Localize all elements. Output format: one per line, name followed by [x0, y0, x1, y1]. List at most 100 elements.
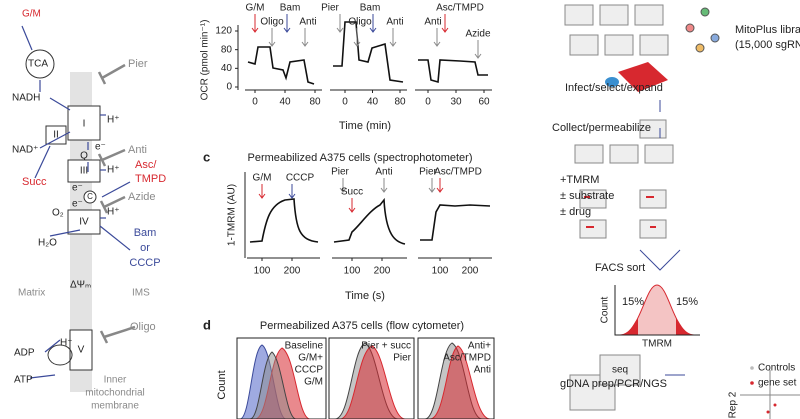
- panel-frame: [236, 337, 327, 419]
- tick-label: 60: [478, 97, 490, 108]
- tca-cycle: [25, 49, 55, 79]
- annotation: Bam: [280, 3, 301, 14]
- arrow: [433, 28, 441, 47]
- annotation: Anti: [375, 167, 392, 178]
- label: e⁻: [95, 142, 106, 153]
- label: Asc/: [135, 159, 157, 171]
- complex-box: [67, 105, 101, 141]
- label: C: [87, 192, 93, 201]
- tick-label: 100: [254, 266, 271, 277]
- legend-entry: Pier + succ: [361, 341, 411, 352]
- legend-entry: CCCP: [295, 365, 324, 376]
- label: (15,000 sgRNAs): [735, 39, 800, 51]
- complex-box: [67, 209, 101, 235]
- label: 15%: [622, 296, 644, 308]
- arrow: [441, 14, 449, 33]
- tick-label: 100: [432, 266, 449, 277]
- label: IMS: [132, 288, 150, 299]
- tick-label: 40: [221, 63, 233, 74]
- label: Anti: [128, 144, 147, 156]
- annotation: Pier: [331, 167, 349, 178]
- label: ± substrate: [560, 190, 614, 202]
- tick-label: 30: [450, 97, 462, 108]
- label: Q: [80, 151, 88, 162]
- inhibitor-lines: [97, 63, 136, 344]
- arrow: [436, 178, 444, 193]
- label: III: [80, 166, 88, 177]
- label: II: [53, 130, 59, 141]
- annotation: Oligo: [348, 17, 372, 28]
- annotation: Anti: [424, 17, 441, 28]
- trace: [249, 198, 319, 243]
- label: CCCP: [129, 257, 160, 269]
- panel-title: Permeabilized A375 cells (flow cytometer…: [260, 320, 464, 332]
- tick-label: 80: [394, 97, 406, 108]
- label: e⁻: [72, 183, 83, 194]
- label: gDNA prep/PCR/NGS: [560, 378, 667, 390]
- axis-label: Time (min): [339, 120, 391, 132]
- axis-label: Count: [216, 370, 228, 399]
- label: Collect/permeabilize: [552, 122, 651, 134]
- trace: [420, 204, 491, 241]
- panel-frame: [417, 337, 495, 419]
- panel-label: d: [203, 317, 211, 332]
- legend-entry: Asc/TMPD: [443, 353, 491, 364]
- legend-entry: Baseline: [285, 341, 324, 352]
- label: TMPD: [135, 173, 166, 185]
- label: NADH: [12, 93, 40, 104]
- label: I: [83, 119, 86, 130]
- label: TMRM: [642, 339, 672, 350]
- trace: [333, 197, 406, 245]
- annotation: Oligo: [260, 17, 284, 28]
- tick-label: 40: [279, 97, 291, 108]
- trace: [333, 21, 404, 83]
- legend-entry: G/M+: [298, 353, 323, 364]
- tick-label: 100: [344, 266, 361, 277]
- label: MitoPlus library: [735, 24, 800, 36]
- tick-label: 0: [342, 97, 348, 108]
- label: H₂O: [38, 238, 57, 249]
- annotation: Asc/TMPD: [436, 3, 484, 14]
- tick-label: 40: [367, 97, 379, 108]
- label: Inner: [104, 375, 127, 386]
- label: membrane: [91, 401, 139, 412]
- label: ATP: [14, 375, 33, 386]
- legend-entry: Anti+: [468, 341, 491, 352]
- complex-v: [47, 329, 93, 371]
- label: NAD⁺: [12, 145, 38, 156]
- axis-label: OCR (pmol min⁻¹): [200, 20, 211, 101]
- annotation: CCCP: [286, 173, 315, 184]
- label: H⁺: [107, 115, 120, 126]
- tick-label: 0: [226, 82, 232, 93]
- label: H⁺: [107, 165, 120, 176]
- tick-label: 80: [309, 97, 321, 108]
- tick-label: 200: [374, 266, 391, 277]
- annotation: Succ: [341, 187, 363, 198]
- label: H⁺: [60, 338, 73, 349]
- label: e⁻: [72, 199, 83, 210]
- label: gene set: [758, 378, 797, 389]
- label: or: [140, 242, 150, 254]
- arrow: [428, 178, 436, 193]
- arrow: [369, 14, 377, 33]
- label: H⁺: [107, 207, 120, 218]
- complex-box: [45, 125, 67, 145]
- label: seq: [612, 365, 628, 376]
- arrow: [348, 198, 356, 213]
- label: 15%: [676, 296, 698, 308]
- legend-entry: G/M: [304, 377, 323, 388]
- trace: [418, 59, 488, 84]
- label: mitochondrial: [85, 388, 144, 399]
- label: Rep 2: [728, 391, 739, 418]
- histogram: [429, 345, 491, 419]
- tick-label: 200: [462, 266, 479, 277]
- label: IV: [79, 217, 89, 228]
- arrow: [353, 28, 361, 47]
- annotation: Anti: [386, 17, 403, 28]
- annotation: G/M: [253, 173, 272, 184]
- label: +TMRM: [560, 174, 599, 186]
- arrow: [283, 14, 291, 33]
- legend-entry: Anti: [474, 365, 491, 376]
- tick-label: 200: [284, 266, 301, 277]
